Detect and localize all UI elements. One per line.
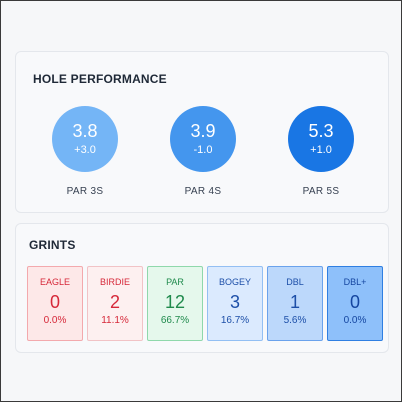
par3-label: PAR 3S <box>66 186 104 197</box>
par5-average: 5.3 <box>308 121 334 141</box>
par4-label: PAR 4S <box>184 186 222 197</box>
tile-count: 12 <box>164 292 186 312</box>
tile-count: 0 <box>49 292 60 312</box>
par4-diff: -1.0 <box>193 144 213 156</box>
grints-card: GRINTS EAGLE 0 0.0% BIRDIE 2 11.1% PAR 1… <box>15 223 389 353</box>
score-tile-eagle: EAGLE 0 0.0% <box>27 266 83 341</box>
grints-title: GRINTS <box>29 238 76 252</box>
tile-count: 0 <box>349 292 360 312</box>
par3-circle: 3.8 +3.0 <box>52 106 118 172</box>
hole-performance-title: HOLE PERFORMANCE <box>33 72 167 86</box>
par4-stat: 3.9 -1.0 PAR 4S <box>170 106 236 197</box>
par5-stat: 5.3 +1.0 PAR 5S <box>288 106 354 197</box>
score-tile-par: PAR 12 66.7% <box>147 266 203 341</box>
tile-label: EAGLE <box>39 277 70 287</box>
tile-label: BOGEY <box>218 277 251 287</box>
score-tile-birdie: BIRDIE 2 11.1% <box>87 266 143 341</box>
tile-count: 1 <box>289 292 300 312</box>
tile-percent: 11.1% <box>101 315 129 326</box>
hole-performance-card: HOLE PERFORMANCE 3.8 +3.0 PAR 3S 3.9 -1.… <box>15 51 389 213</box>
tile-count: 3 <box>229 292 240 312</box>
score-tile-double-bogey-plus: DBL+ 0 0.0% <box>327 266 383 341</box>
score-tile-double-bogey: DBL 1 5.6% <box>267 266 323 341</box>
par5-diff: +1.0 <box>310 144 332 156</box>
tile-label: PAR <box>166 277 184 287</box>
tile-percent: 0.0% <box>43 315 67 326</box>
tile-count: 2 <box>109 292 120 312</box>
tile-label: BIRDIE <box>99 277 130 287</box>
score-tile-bogey: BOGEY 3 16.7% <box>207 266 263 341</box>
tile-label: DBL <box>286 277 304 287</box>
par5-label: PAR 5S <box>302 186 340 197</box>
tile-label: DBL+ <box>343 277 367 287</box>
par4-average: 3.9 <box>190 121 216 141</box>
tile-percent: 66.7% <box>160 315 190 326</box>
par5-circle: 5.3 +1.0 <box>288 106 354 172</box>
par4-circle: 3.9 -1.0 <box>170 106 236 172</box>
tile-percent: 16.7% <box>220 315 250 326</box>
tile-percent: 0.0% <box>343 315 367 326</box>
par3-stat: 3.8 +3.0 PAR 3S <box>52 106 118 197</box>
score-distribution: EAGLE 0 0.0% BIRDIE 2 11.1% PAR 12 66.7%… <box>27 266 383 341</box>
par3-average: 3.8 <box>72 121 98 141</box>
par3-diff: +3.0 <box>74 144 96 156</box>
tile-percent: 5.6% <box>283 315 307 326</box>
